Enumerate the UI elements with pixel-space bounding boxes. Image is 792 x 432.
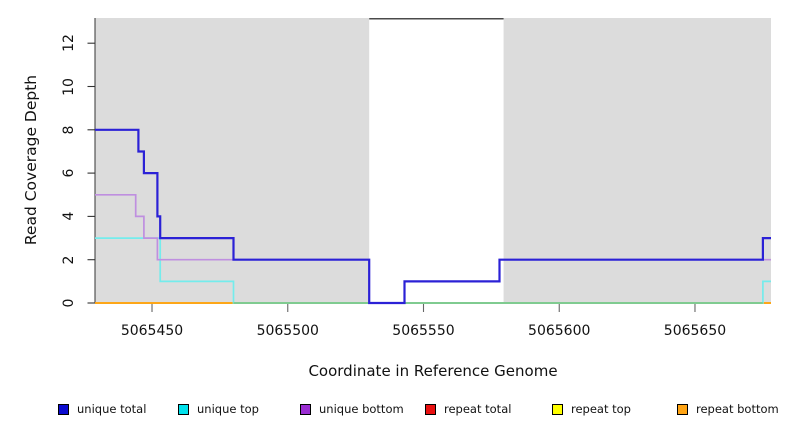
x-axis-title: Coordinate in Reference Genome	[308, 362, 558, 380]
legend-item-repeat-top: repeat top	[552, 401, 631, 417]
y-tick-label: 8	[61, 125, 77, 135]
legend-swatch-repeat-top	[552, 403, 563, 415]
legend-label: unique top	[197, 402, 259, 416]
series-line-unique-top	[95, 237, 771, 304]
legend-label: unique bottom	[319, 402, 404, 416]
x-tick-label: 5065450	[120, 323, 184, 339]
legend-label: repeat total	[444, 402, 512, 416]
legend-label: unique total	[77, 402, 147, 416]
legend-label: repeat top	[571, 402, 631, 416]
y-tick-label: 10	[61, 77, 77, 96]
legend-swatch-repeat-bottom	[677, 403, 688, 415]
legend-item-unique-total: unique total	[58, 401, 146, 417]
legend-swatch-unique-top	[178, 403, 189, 415]
y-tick-label: 12	[61, 34, 77, 53]
y-tick-label: 2	[61, 255, 77, 265]
legend-item-repeat-total: repeat total	[425, 401, 511, 417]
x-tick-label: 5065600	[528, 323, 591, 339]
legend-swatch-unique-bottom	[300, 403, 311, 415]
x-tick-label: 5065650	[663, 323, 727, 339]
legend-label: repeat bottom	[696, 402, 779, 416]
y-axis-title: Read Coverage Depth	[22, 74, 40, 246]
legend-item-repeat-bottom: repeat bottom	[677, 401, 779, 417]
y-tick-label: 4	[61, 211, 77, 221]
y-tick-label: 0	[61, 298, 77, 308]
legend-swatch-repeat-total	[425, 403, 436, 415]
x-tick-label: 5065550	[392, 323, 455, 339]
uncovered-region-band	[369, 18, 504, 303]
legend-item-unique-top: unique top	[178, 401, 259, 417]
legend-swatch-unique-total	[58, 403, 69, 415]
legend-item-unique-bottom: unique bottom	[300, 401, 404, 417]
x-tick-label: 5065500	[256, 323, 319, 339]
series-line-unique-total	[95, 128, 771, 305]
y-tick-label: 6	[61, 168, 77, 178]
